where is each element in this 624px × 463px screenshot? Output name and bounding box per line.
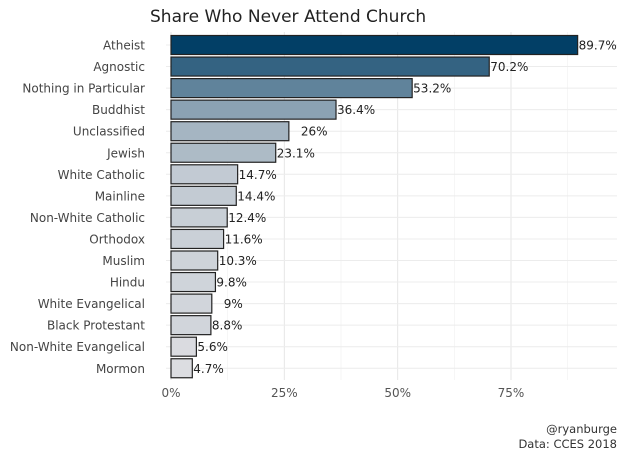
data-label: 70.2%	[490, 60, 528, 74]
data-label: 53.2%	[413, 82, 451, 96]
bar	[170, 315, 212, 336]
category-label: Non-White Evangelical	[10, 340, 145, 354]
x-tick-label: 0%	[161, 386, 180, 400]
caption-source: Data: CCES 2018	[518, 437, 617, 451]
bar	[170, 77, 413, 99]
data-label: 4.7%	[193, 362, 224, 376]
data-label: 36.4%	[337, 103, 375, 117]
data-label: 8.8%	[212, 319, 243, 333]
bar	[170, 99, 337, 120]
data-label: 9.8%	[216, 276, 247, 290]
bar	[170, 164, 239, 185]
bar	[170, 121, 290, 142]
caption-handle: @ryanburge	[546, 422, 617, 436]
bar	[170, 250, 219, 271]
category-label: Buddhist	[92, 103, 145, 117]
category-label: Mainline	[95, 189, 145, 203]
data-label: 26%	[301, 125, 328, 139]
data-label: 11.6%	[225, 232, 263, 246]
data-label: 23.1%	[277, 146, 315, 160]
category-label: Agnostic	[93, 60, 145, 74]
data-label: 89.7%	[579, 39, 617, 53]
bar	[170, 228, 225, 250]
category-label: White Evangelical	[38, 297, 145, 311]
category-label: Atheist	[103, 39, 145, 53]
category-label: Jewish	[106, 146, 145, 160]
bar	[170, 271, 217, 293]
category-label: Unclassified	[73, 125, 145, 139]
data-label: 14.4%	[237, 189, 275, 203]
chart-title: Share Who Never Attend Church	[150, 7, 426, 27]
category-label: Black Protestant	[47, 319, 145, 333]
category-label: Hindu	[110, 276, 145, 290]
data-label: 10.3%	[219, 254, 257, 268]
bar	[170, 207, 228, 228]
x-tick-label: 50%	[384, 386, 411, 400]
x-tick-label: 75%	[498, 386, 525, 400]
bar	[170, 56, 490, 77]
bar	[170, 185, 237, 206]
bar	[170, 34, 579, 56]
data-label: 12.4%	[228, 211, 266, 225]
data-label: 14.7%	[239, 168, 277, 182]
category-label: Mormon	[96, 362, 145, 376]
bar	[170, 336, 197, 357]
data-label: 5.6%	[197, 340, 228, 354]
category-label: White Catholic	[58, 168, 145, 182]
category-label: Muslim	[102, 254, 145, 268]
bar	[170, 142, 277, 163]
category-label: Nothing in Particular	[22, 82, 145, 96]
x-tick-label: 25%	[271, 386, 298, 400]
data-label: 9%	[224, 297, 243, 311]
category-label: Orthodox	[89, 232, 145, 246]
category-label: Non-White Catholic	[30, 211, 145, 225]
bar	[170, 358, 193, 379]
bar	[170, 293, 213, 314]
